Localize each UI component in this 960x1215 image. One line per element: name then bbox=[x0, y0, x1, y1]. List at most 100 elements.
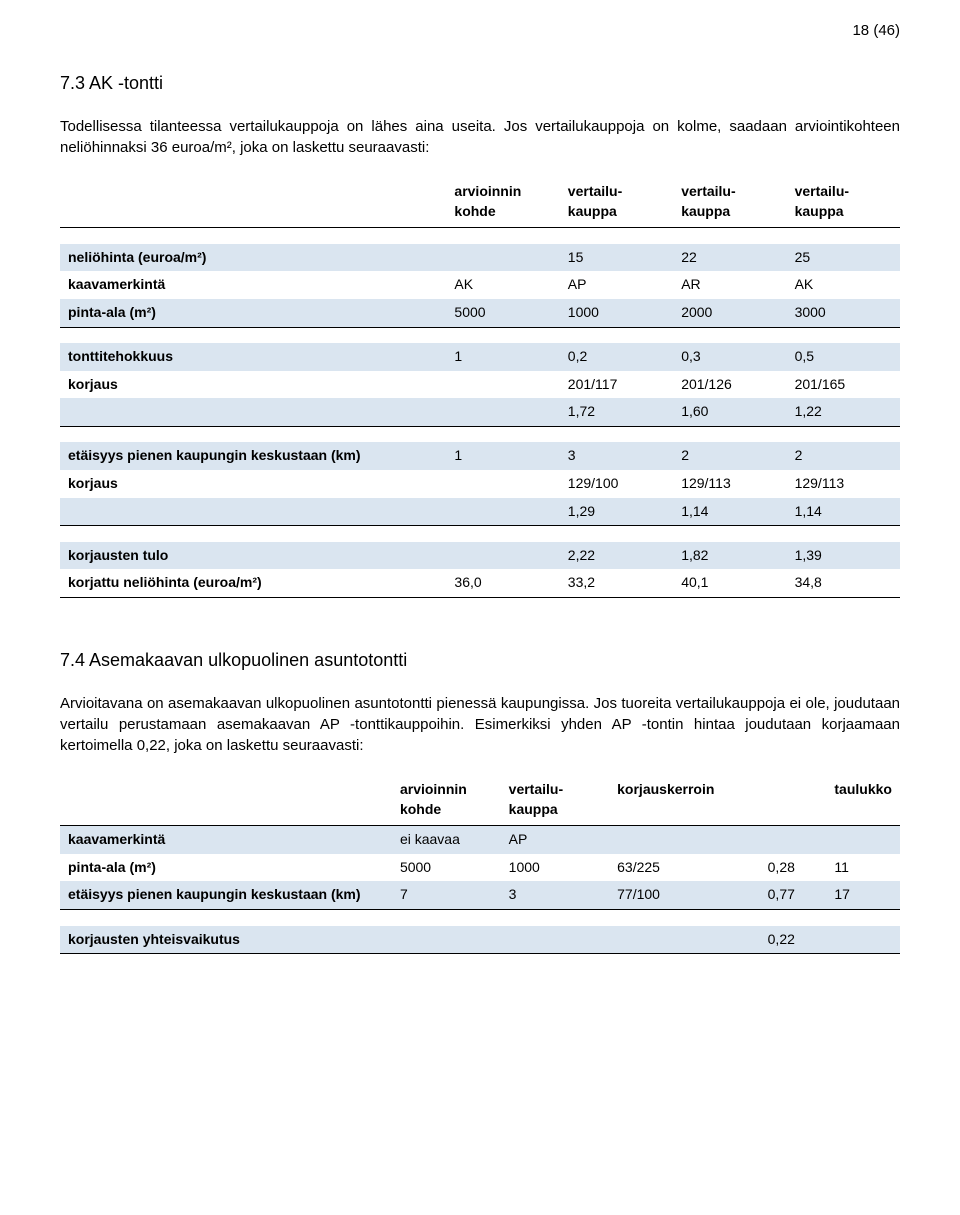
row-label: korjaus bbox=[60, 470, 446, 498]
table-row: kaavamerkintä AK AP AR AK bbox=[60, 271, 900, 299]
row-label: korjausten tulo bbox=[60, 542, 446, 570]
cell: 201/126 bbox=[673, 371, 786, 399]
table-7-3: arvioinnin kohde vertailu-kauppa vertail… bbox=[60, 178, 900, 598]
cell: 129/100 bbox=[560, 470, 673, 498]
table-header-row: arvioinnin kohde vertailu-kauppa korjaus… bbox=[60, 776, 900, 826]
table-row: 1,72 1,60 1,22 bbox=[60, 398, 900, 426]
col-vertailu-1: vertailu-kauppa bbox=[560, 178, 673, 228]
cell: ei kaavaa bbox=[392, 826, 501, 854]
cell: AK bbox=[446, 271, 559, 299]
table-row: kaavamerkintä ei kaavaa AP bbox=[60, 826, 900, 854]
cell: 17 bbox=[826, 881, 900, 909]
cell: 1,22 bbox=[787, 398, 900, 426]
table-row: korjaus 129/100 129/113 129/113 bbox=[60, 470, 900, 498]
intro-7-3: Todellisessa tilanteessa vertailukauppoj… bbox=[60, 116, 900, 158]
cell: 1000 bbox=[560, 299, 673, 327]
cell: 36,0 bbox=[446, 569, 559, 597]
col-vertailu: vertailu-kauppa bbox=[501, 776, 609, 826]
table-row: pinta-ala (m²) 5000 1000 2000 3000 bbox=[60, 299, 900, 327]
table-row: tonttitehokkuus 1 0,2 0,3 0,5 bbox=[60, 343, 900, 371]
cell bbox=[609, 826, 760, 854]
cell bbox=[826, 826, 900, 854]
table-row: korjaus 201/117 201/126 201/165 bbox=[60, 371, 900, 399]
col-blank bbox=[60, 178, 446, 228]
table-7-4: arvioinnin kohde vertailu-kauppa korjaus… bbox=[60, 776, 900, 954]
cell bbox=[446, 470, 559, 498]
col-arvioinnin: arvioinnin kohde bbox=[392, 776, 501, 826]
table-row: neliöhinta (euroa/m²) 15 22 25 bbox=[60, 244, 900, 272]
cell: 2 bbox=[673, 442, 786, 470]
row-label: kaavamerkintä bbox=[60, 271, 446, 299]
cell bbox=[501, 926, 609, 954]
cell bbox=[446, 498, 559, 526]
cell: 1,14 bbox=[787, 498, 900, 526]
cell: 0,3 bbox=[673, 343, 786, 371]
cell: 0,2 bbox=[560, 343, 673, 371]
cell bbox=[760, 826, 827, 854]
cell bbox=[609, 926, 760, 954]
cell: 1,72 bbox=[560, 398, 673, 426]
spacer-row bbox=[60, 327, 900, 343]
cell: 63/225 bbox=[609, 854, 760, 882]
cell: 1,39 bbox=[787, 542, 900, 570]
cell: 77/100 bbox=[609, 881, 760, 909]
table-row: etäisyys pienen kaupungin keskustaan (km… bbox=[60, 442, 900, 470]
spacer-row bbox=[60, 526, 900, 542]
cell bbox=[826, 926, 900, 954]
cell: 129/113 bbox=[787, 470, 900, 498]
spacer-row bbox=[60, 910, 900, 926]
cell: 25 bbox=[787, 244, 900, 272]
cell: 2,22 bbox=[560, 542, 673, 570]
row-label: korjattu neliöhinta (euroa/m²) bbox=[60, 569, 446, 597]
table-row: korjattu neliöhinta (euroa/m²) 36,0 33,2… bbox=[60, 569, 900, 597]
cell: 34,8 bbox=[787, 569, 900, 597]
cell: 1 bbox=[446, 343, 559, 371]
cell: 1,29 bbox=[560, 498, 673, 526]
col-arvioinnin: arvioinnin kohde bbox=[446, 178, 559, 228]
col-taulukko: taulukko bbox=[826, 776, 900, 826]
spacer-row bbox=[60, 426, 900, 442]
col-blank2 bbox=[760, 776, 827, 826]
cell: 3000 bbox=[787, 299, 900, 327]
cell: 7 bbox=[392, 881, 501, 909]
page-number: 18 (46) bbox=[60, 20, 900, 41]
table-row: etäisyys pienen kaupungin keskustaan (km… bbox=[60, 881, 900, 909]
col-vertailu-2: vertailu-kauppa bbox=[673, 178, 786, 228]
col-korjauskerroin: korjauskerroin bbox=[609, 776, 760, 826]
cell: 33,2 bbox=[560, 569, 673, 597]
cell: 22 bbox=[673, 244, 786, 272]
cell: 1,82 bbox=[673, 542, 786, 570]
row-label: pinta-ala (m²) bbox=[60, 854, 392, 882]
cell: 1,60 bbox=[673, 398, 786, 426]
cell bbox=[446, 371, 559, 399]
row-label: kaavamerkintä bbox=[60, 826, 392, 854]
cell bbox=[446, 542, 559, 570]
heading-7-3: 7.3 AK -tontti bbox=[60, 71, 900, 96]
cell: 15 bbox=[560, 244, 673, 272]
cell: 201/117 bbox=[560, 371, 673, 399]
cell: 201/165 bbox=[787, 371, 900, 399]
cell: 5000 bbox=[392, 854, 501, 882]
row-label: neliöhinta (euroa/m²) bbox=[60, 244, 446, 272]
cell: 1000 bbox=[501, 854, 609, 882]
cell bbox=[446, 244, 559, 272]
cell: 5000 bbox=[446, 299, 559, 327]
cell: 3 bbox=[501, 881, 609, 909]
table-row: 1,29 1,14 1,14 bbox=[60, 498, 900, 526]
cell: 0,22 bbox=[760, 926, 827, 954]
row-label: etäisyys pienen kaupungin keskustaan (km… bbox=[60, 881, 392, 909]
row-label: etäisyys pienen kaupungin keskustaan (km… bbox=[60, 442, 446, 470]
row-label: pinta-ala (m²) bbox=[60, 299, 446, 327]
cell bbox=[392, 926, 501, 954]
intro-7-4: Arvioitavana on asemakaavan ulkopuolinen… bbox=[60, 693, 900, 756]
row-label: tonttitehokkuus bbox=[60, 343, 446, 371]
cell: 0,5 bbox=[787, 343, 900, 371]
heading-7-4: 7.4 Asemakaavan ulkopuolinen asuntotontt… bbox=[60, 648, 900, 673]
cell: 0,77 bbox=[760, 881, 827, 909]
col-blank bbox=[60, 776, 392, 826]
table-row: pinta-ala (m²) 5000 1000 63/225 0,28 11 bbox=[60, 854, 900, 882]
cell: 0,28 bbox=[760, 854, 827, 882]
row-label: korjausten yhteisvaikutus bbox=[60, 926, 392, 954]
table-row: korjausten tulo 2,22 1,82 1,39 bbox=[60, 542, 900, 570]
row-label bbox=[60, 498, 446, 526]
